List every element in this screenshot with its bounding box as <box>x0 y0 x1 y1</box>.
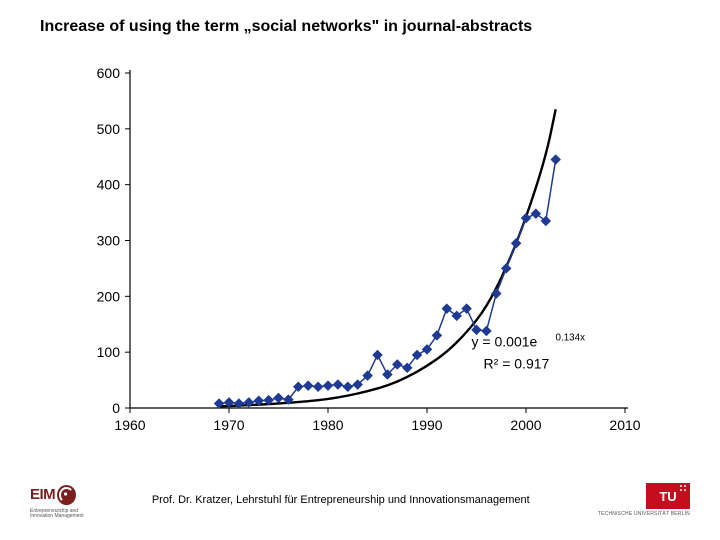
page-title: Increase of using the term „social netwo… <box>40 18 680 36</box>
eim-logo: EIM Entrepreneurship and Innovation Mana… <box>30 481 84 520</box>
chart-container: 0 100 200 300 400 500 600 1960 1970 1980 1990 2000 2… <box>70 58 640 458</box>
svg-text:1990: 1990 <box>411 417 442 433</box>
svg-text:0: 0 <box>112 400 120 416</box>
svg-text:1960: 1960 <box>114 417 145 433</box>
svg-text:1980: 1980 <box>312 417 343 433</box>
svg-text:100: 100 <box>97 344 121 360</box>
svg-text:600: 600 <box>97 65 121 81</box>
tu-dots-icon <box>680 485 688 493</box>
footer: EIM Entrepreneurship and Innovation Mana… <box>0 480 720 520</box>
svg-text:2000: 2000 <box>510 417 541 433</box>
tu-logo-box: TU <box>646 483 690 509</box>
svg-text:2010: 2010 <box>609 417 640 433</box>
chart-svg: 0 100 200 300 400 500 600 1960 1970 1980 1990 2000 2… <box>70 58 640 458</box>
footer-caption: Prof. Dr. Kratzer, Lehrstuhl für Entrepr… <box>84 494 598 506</box>
svg-text:500: 500 <box>97 121 121 137</box>
tu-logo-text: TU <box>659 489 676 504</box>
eim-logo-text: EIM <box>30 486 55 503</box>
svg-text:1970: 1970 <box>213 417 244 433</box>
svg-text:y = 0.001e: y = 0.001e <box>472 334 538 350</box>
tu-subtext: TECHNISCHE UNIVERSITÄT BERLIN <box>598 511 690 517</box>
svg-text:400: 400 <box>97 177 121 193</box>
eim-swirl-icon <box>57 485 76 505</box>
svg-text:200: 200 <box>97 288 121 304</box>
tu-logo: TU TECHNISCHE UNIVERSITÄT BERLIN <box>598 483 690 517</box>
svg-text:0.134x: 0.134x <box>556 333 586 344</box>
svg-text:300: 300 <box>97 233 121 249</box>
svg-text:R² = 0.917: R² = 0.917 <box>484 356 550 372</box>
eim-subtext-2: Innovation Management <box>30 514 84 520</box>
